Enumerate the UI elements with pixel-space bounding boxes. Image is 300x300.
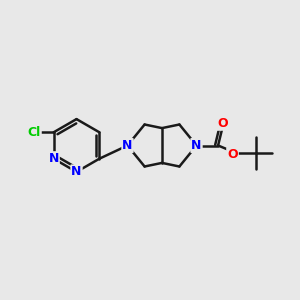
Text: N: N (191, 139, 202, 152)
Text: N: N (122, 139, 133, 152)
Text: O: O (217, 117, 228, 130)
Text: O: O (227, 148, 238, 161)
Text: Cl: Cl (28, 126, 41, 139)
Text: N: N (71, 165, 82, 178)
Text: N: N (48, 152, 59, 165)
